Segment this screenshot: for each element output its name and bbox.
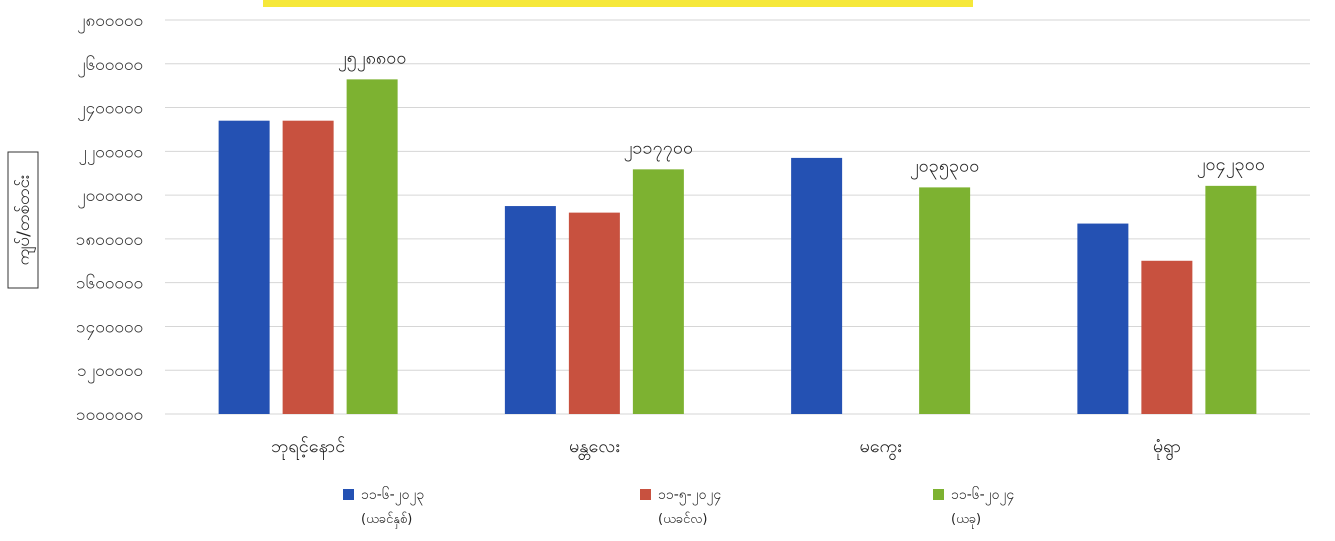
- y-tick-label: ၁၆၀၀၀၀၀: [76, 273, 143, 294]
- legend-swatch: [343, 489, 354, 500]
- data-label: ၂၀၃၅၃၀၀: [910, 155, 980, 179]
- data-label: ၂၀၄၂၃၀၀: [1197, 154, 1265, 178]
- y-tick-label: ၂၆၀၀၀၀၀: [77, 54, 143, 78]
- legend-sublabel: (ယခင်လ): [658, 511, 707, 527]
- category-label: မန္တလေး: [569, 436, 620, 460]
- category-label: ဘုရင့်နောင်: [271, 436, 345, 460]
- bar: [632, 169, 684, 414]
- bar: [282, 120, 334, 414]
- legend-item: ၁၁-၆-၂၀၂၄ (ယခု): [933, 487, 1014, 529]
- bar: [1141, 260, 1193, 414]
- legend-swatch: [933, 489, 944, 500]
- category-labels: ဘုရင့်နောင် မန္တလေး မကွေး မုံရွာ: [271, 436, 1181, 460]
- y-tick-label: ၂၂၀၀၀၀၀: [78, 142, 143, 165]
- bars: [218, 79, 1257, 414]
- y-tick-label: ၁၂၀၀၀၀၀: [77, 361, 143, 384]
- category-label: မုံရွာ: [1153, 436, 1181, 460]
- y-tick-label: ၁၄၀၀၀၀၀: [76, 317, 143, 340]
- y-tick-label: ၂၄၀၀၀၀၀: [77, 99, 143, 122]
- bar: [791, 157, 843, 414]
- y-axis-title-box: [7, 151, 39, 289]
- y-tick-label: ၁၈၀၀၀၀၀: [76, 230, 143, 250]
- y-tick-label: ၁၀၀၀၀၀၀: [76, 405, 143, 425]
- legend-swatch: [640, 489, 651, 500]
- bar: [346, 79, 398, 414]
- grid-lines: [165, 19, 1310, 415]
- y-tick-label: ၂၀၀၀၀၀၀: [77, 186, 143, 209]
- legend-label: ၁၁-၆-၂၀၂၄: [951, 487, 1014, 505]
- bar: [919, 187, 971, 414]
- category-label: မကွေး: [860, 436, 902, 460]
- bar: [504, 206, 556, 414]
- y-tick-labels: ၁၀၀၀၀၀၀ ၁၂၀၀၀၀၀ ၁၄၀၀၀၀၀ ၁၆၀၀၀၀၀ ၁၈၀၀၀၀၀ ၂၀၀၀၀…: [76, 11, 143, 425]
- title-highlight-banner: [263, 0, 973, 7]
- legend-item: ၁၁-၆-၂၀၂၃ (ယခင်နှစ်): [343, 487, 424, 529]
- bar: [1077, 223, 1129, 414]
- legend-sublabel: (ယခင်နှစ်): [361, 511, 412, 529]
- data-label: ၂၁၁၇၇၀၀: [624, 137, 694, 161]
- data-label: ၂၅၂၈၈၀၀: [338, 47, 407, 71]
- bar: [1205, 185, 1257, 414]
- bar: [568, 212, 620, 414]
- y-tick-label: ၂၈၀၀၀၀၀: [77, 11, 143, 34]
- legend-sublabel: (ယခု): [951, 512, 981, 529]
- legend: ၁၁-၆-၂၀၂၃ (ယခင်နှစ်) ၁၁-၅-၂၀၂၄ (ယခင်လ) ၁၁-၆-…: [343, 487, 1014, 529]
- y-axis-title-text: ကျပ်/တစ်တင်း: [13, 175, 37, 266]
- bar: [218, 120, 270, 414]
- legend-item: ၁၁-၅-၂၀၂၄ (ယခင်လ): [640, 487, 721, 527]
- legend-label: ၁၁-၆-၂၀၂၃: [361, 487, 424, 505]
- y-axis-title: ကျပ်/တစ်တင်း: [7, 151, 39, 289]
- legend-label: ၁၁-၅-၂၀၂၄: [658, 487, 721, 505]
